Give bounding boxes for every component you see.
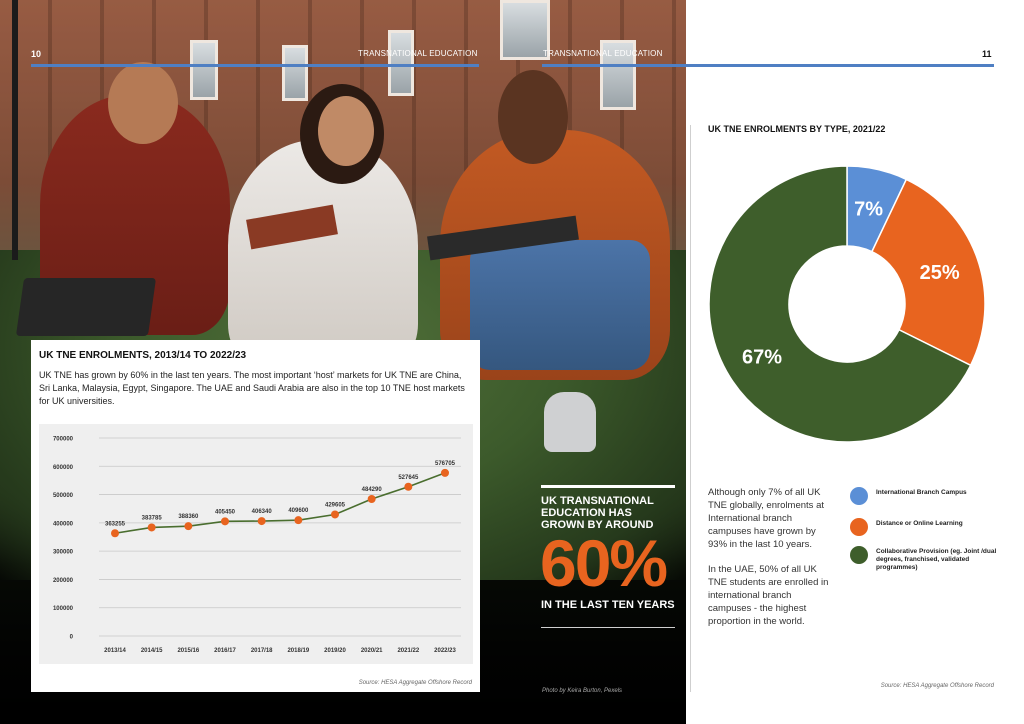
left-header-rule bbox=[31, 64, 479, 67]
data-label: 527645 bbox=[398, 475, 419, 481]
callout-footer: IN THE LAST TEN YEARS bbox=[541, 599, 675, 611]
x-tick-label: 2021/22 bbox=[397, 648, 419, 654]
right-header-rule bbox=[542, 64, 994, 67]
series-line bbox=[114, 472, 446, 535]
y-tick-label: 0 bbox=[70, 635, 74, 641]
right-paragraph-2: In the UAE, 50% of all UK TNE students a… bbox=[708, 564, 829, 627]
enrolments-card: UK TNE ENROLMENTS, 2013/14 TO 2022/23 UK… bbox=[31, 340, 480, 692]
data-point bbox=[111, 529, 119, 538]
left-page-number: 10 bbox=[31, 49, 42, 59]
legend-swatch-branch-campus bbox=[850, 487, 868, 505]
data-label: 409600 bbox=[288, 508, 309, 514]
y-tick-label: 300000 bbox=[53, 550, 74, 556]
y-tick-label: 100000 bbox=[53, 606, 74, 612]
callout-top-rule bbox=[541, 485, 675, 488]
legend-item-distance-learning: Distance or Online Learning bbox=[850, 518, 1000, 536]
enrolments-line-chart-svg: 0 100000 200000 300000 400000 500000 600000 700… bbox=[53, 437, 461, 654]
data-label: 576705 bbox=[435, 461, 456, 467]
type-chart-title: UK TNE ENROLMENTS BY TYPE, 2021/22 bbox=[708, 124, 886, 134]
photo-window bbox=[600, 40, 636, 110]
photo-credit: Photo by Keira Burton, Pexels bbox=[542, 688, 623, 694]
data-point bbox=[147, 523, 156, 532]
enrolments-source: Source: HESA Aggregate Offshore Record bbox=[358, 680, 472, 686]
type-donut-chart: 7% 25% 67% bbox=[708, 165, 986, 443]
data-point bbox=[404, 482, 413, 491]
enrolments-card-body: UK TNE has grown by 60% in the last ten … bbox=[39, 370, 465, 406]
callout-heading: UK TRANSNATIONAL EDUCATION HAS GROWN BY … bbox=[541, 495, 654, 531]
callout-bottom-rule bbox=[541, 627, 675, 628]
callout-big-number: 60% bbox=[540, 526, 668, 600]
x-tick-label: 2020/21 bbox=[361, 648, 383, 654]
photo-window bbox=[500, 0, 550, 60]
y-tick-label: 600000 bbox=[53, 465, 74, 471]
data-label: 405450 bbox=[215, 509, 236, 515]
x-tick-label: 2016/17 bbox=[214, 648, 236, 654]
x-tick-label: 2014/15 bbox=[141, 648, 163, 654]
x-tick-label: 2018/19 bbox=[287, 648, 309, 654]
y-tick-label: 700000 bbox=[53, 437, 74, 443]
data-point bbox=[257, 517, 266, 526]
legend-item-collaborative: Collaborative Provision (eg. Joint /dual… bbox=[850, 546, 1000, 572]
data-label: 388360 bbox=[178, 514, 199, 520]
data-label: 363255 bbox=[105, 521, 126, 527]
right-paragraph-1: Although only 7% of all UK TNE globally,… bbox=[708, 487, 824, 550]
y-tick-label: 200000 bbox=[53, 578, 74, 584]
right-running-title: TRANSNATIONAL EDUCATION bbox=[543, 49, 663, 58]
legend-label-collaborative: Collaborative Provision (eg. Joint /dual… bbox=[876, 548, 997, 571]
data-label: 406340 bbox=[252, 509, 273, 515]
photo-window bbox=[190, 40, 218, 100]
y-tick-label: 400000 bbox=[53, 521, 74, 527]
data-point bbox=[221, 517, 229, 526]
right-page-number: 11 bbox=[982, 49, 992, 59]
enrolments-line-chart: 0 100000 200000 300000 400000 500000 600000 700… bbox=[39, 424, 473, 664]
enrolments-card-title: UK TNE ENROLMENTS, 2013/14 TO 2022/23 bbox=[39, 350, 247, 361]
legend-swatch-collaborative bbox=[850, 546, 868, 564]
x-tick-label: 2017/18 bbox=[251, 648, 273, 654]
legend-swatch-distance-learning bbox=[850, 518, 868, 536]
data-point bbox=[367, 495, 376, 504]
photo-laptop bbox=[15, 278, 157, 336]
data-label: 484290 bbox=[362, 487, 383, 493]
x-tick-label: 2015/16 bbox=[177, 648, 199, 654]
donut-slice bbox=[870, 178, 986, 367]
photo-lamp-post bbox=[12, 0, 18, 260]
y-tick-label: 500000 bbox=[53, 493, 74, 499]
donut-slice-label: 7% bbox=[854, 198, 883, 220]
type-chart-source: Source: HESA Aggregate Offshore Record bbox=[880, 683, 994, 689]
hero-photo bbox=[0, 0, 686, 724]
data-point bbox=[331, 510, 339, 519]
photo-person-right-head bbox=[498, 70, 568, 164]
data-point bbox=[184, 522, 193, 531]
legend-label-distance-learning: Distance or Online Learning bbox=[876, 520, 963, 527]
donut-slice bbox=[708, 165, 972, 443]
photo-sneaker bbox=[544, 392, 596, 452]
data-point bbox=[294, 516, 303, 525]
photo-window bbox=[388, 30, 414, 96]
data-point bbox=[441, 468, 449, 477]
donut-slice-label: 67% bbox=[742, 347, 782, 369]
legend-label-branch-campus: International Branch Campus bbox=[876, 489, 967, 496]
x-tick-label: 2022/23 bbox=[434, 648, 456, 654]
x-tick-label: 2013/14 bbox=[104, 648, 126, 654]
data-label: 383785 bbox=[142, 515, 163, 521]
photo-person-middle-head bbox=[318, 96, 374, 166]
legend-item-branch-campus: International Branch Campus bbox=[850, 487, 1000, 505]
photo-window bbox=[282, 45, 308, 101]
data-label: 429605 bbox=[325, 502, 346, 508]
x-tick-label: 2019/20 bbox=[324, 648, 346, 654]
right-page-divider bbox=[690, 125, 691, 692]
photo-person-right-jeans bbox=[470, 240, 650, 370]
donut-slice-label: 25% bbox=[920, 262, 960, 284]
photo-person-left-head bbox=[108, 62, 178, 144]
left-running-title: TRANSNATIONAL EDUCATION bbox=[358, 49, 478, 58]
